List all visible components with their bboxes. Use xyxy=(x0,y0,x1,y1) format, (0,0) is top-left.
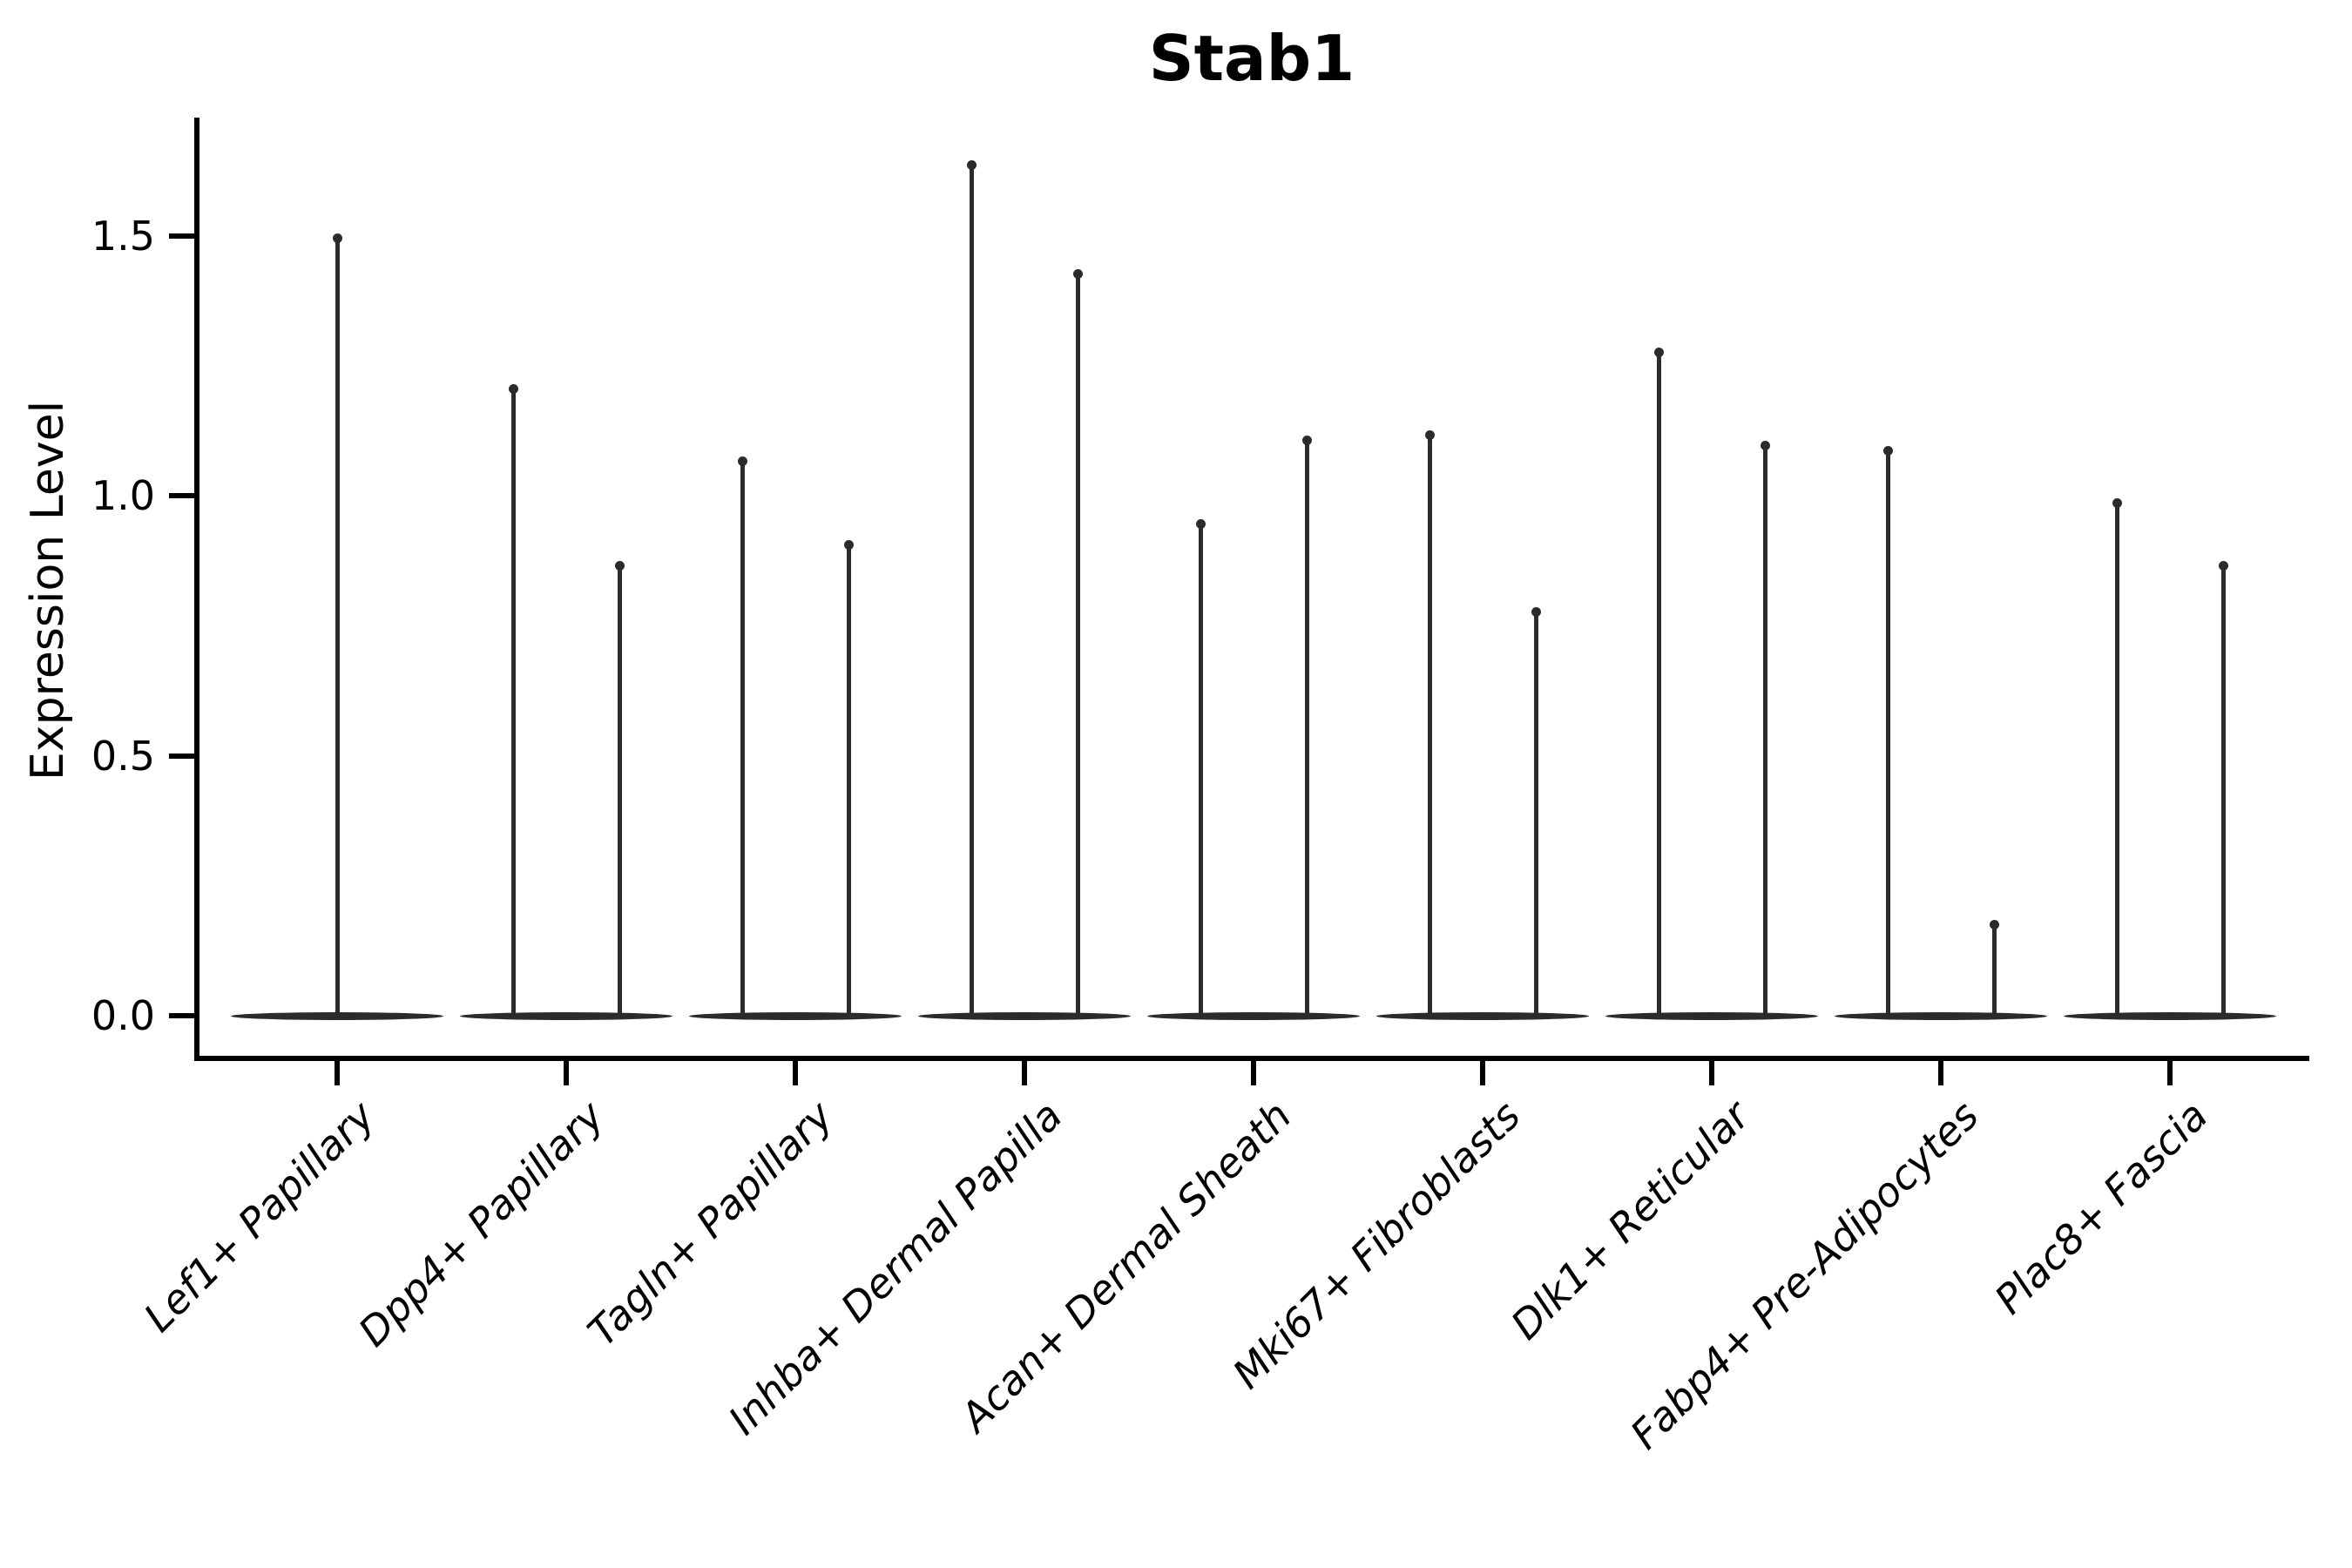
x-tick-label: Fabp4+ Pre-Adipocytes xyxy=(1621,1092,1988,1458)
violin-spike-tip xyxy=(614,560,625,571)
violin-spike xyxy=(1762,443,1767,1016)
violin-spike xyxy=(1656,349,1661,1016)
y-axis-spine xyxy=(194,118,199,1060)
x-tick-mark xyxy=(2167,1061,2173,1085)
violin-spike xyxy=(1198,521,1203,1016)
violin-spike-tip xyxy=(332,233,342,243)
y-tick-label: 0.5 xyxy=(91,732,155,780)
violin-spike-tip xyxy=(843,539,854,550)
x-tick-label: Acan+ Dermal Sheath xyxy=(951,1092,1301,1441)
violin-spike-tip xyxy=(1531,607,1541,618)
violin-spike xyxy=(1533,610,1538,1016)
x-tick-label: Dpp4+ Papillary xyxy=(348,1092,613,1356)
chart-title: Stab1 xyxy=(1148,22,1355,95)
violin-spike-tip xyxy=(966,159,977,170)
x-tick-mark xyxy=(793,1061,798,1085)
x-tick-mark xyxy=(1938,1061,1943,1085)
x-tick-label: Plac8+ Fascia xyxy=(1985,1092,2217,1323)
violin-spike xyxy=(1304,438,1309,1016)
y-tick-label: 1.5 xyxy=(91,212,155,260)
x-tick-mark xyxy=(1022,1061,1027,1085)
violin-base xyxy=(1605,1012,1818,1020)
violin-spike xyxy=(969,162,974,1016)
x-tick-label: Dlk1+ Reticular xyxy=(1501,1092,1759,1349)
y-tick-label: 1.0 xyxy=(91,472,155,519)
violin-spike-tip xyxy=(1195,518,1206,529)
violin-spike xyxy=(1075,272,1080,1016)
violin-spike xyxy=(1427,433,1432,1016)
violin-spike xyxy=(740,459,745,1016)
violin-base xyxy=(231,1012,443,1020)
violin-spike-tip xyxy=(1989,919,1999,929)
violin-spike-tip xyxy=(737,456,747,467)
violin-spike xyxy=(2114,500,2119,1016)
violin-spike xyxy=(617,563,622,1016)
x-tick-mark xyxy=(1251,1061,1256,1085)
violin-spike-tip xyxy=(1072,269,1083,280)
x-tick-mark xyxy=(1480,1061,1485,1085)
violin-spike xyxy=(2220,563,2226,1016)
violin-spike-tip xyxy=(508,383,518,394)
x-tick-label: Mki67+ Fibroblasts xyxy=(1223,1092,1530,1398)
x-tick-mark xyxy=(335,1061,340,1085)
violin-spike xyxy=(510,386,516,1016)
x-tick-mark xyxy=(1709,1061,1714,1085)
y-tick-mark xyxy=(169,753,195,759)
violin-spike xyxy=(846,542,851,1016)
y-tick-mark xyxy=(169,493,195,498)
violin-spike xyxy=(1885,449,1890,1016)
violin-spike xyxy=(1991,922,1997,1016)
y-axis-label: Expression Level xyxy=(22,400,74,781)
violin-base xyxy=(1376,1012,1589,1020)
violin-spike-tip xyxy=(1760,441,1770,451)
violin-base xyxy=(689,1012,902,1020)
violin-base xyxy=(1835,1012,2047,1020)
y-tick-mark xyxy=(169,1013,195,1018)
y-tick-label: 0.0 xyxy=(91,992,155,1039)
violin-base xyxy=(460,1012,672,1020)
violin-spike-tip xyxy=(2112,497,2122,508)
x-axis-spine xyxy=(194,1056,2309,1061)
violin-spike-tip xyxy=(1653,347,1664,357)
violin-spike-tip xyxy=(1424,430,1435,441)
y-tick-mark xyxy=(169,233,195,239)
violin-spike-tip xyxy=(1301,436,1312,446)
x-tick-label: Inhba+ Dermal Papilla xyxy=(719,1092,1071,1444)
x-tick-mark xyxy=(564,1061,569,1085)
violin-spike-tip xyxy=(1882,446,1893,456)
violin-base xyxy=(2064,1012,2276,1020)
violin-base xyxy=(918,1012,1131,1020)
violin-spike xyxy=(335,235,340,1016)
violin-base xyxy=(1147,1012,1360,1020)
violin-spike-tip xyxy=(2218,560,2228,571)
x-tick-label: Tagln+ Papillary xyxy=(578,1092,842,1355)
